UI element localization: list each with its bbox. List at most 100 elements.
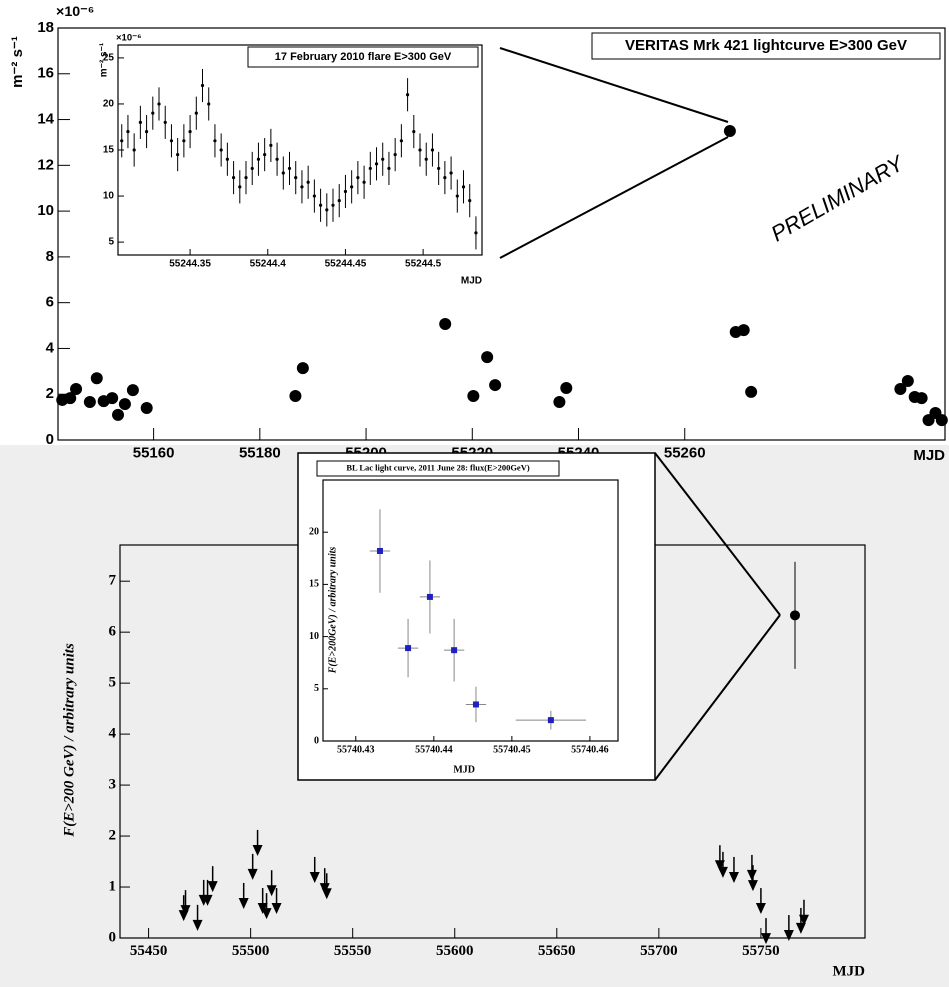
data-point <box>207 102 211 106</box>
x-tick-label: 55750 <box>742 943 780 959</box>
data-point <box>443 176 447 180</box>
y-multiplier: ×10⁻⁶ <box>116 33 142 44</box>
data-point <box>553 396 566 409</box>
data-point <box>126 129 130 134</box>
chart-title: VERITAS Mrk 421 lightcurve E>300 GeV <box>625 37 907 54</box>
upper-limit-head <box>798 914 809 926</box>
x-tick-label: 55500 <box>232 943 270 959</box>
data-point <box>935 414 948 427</box>
data-point <box>256 157 261 161</box>
y-tick-label: 6 <box>109 624 117 640</box>
data-point <box>318 203 323 207</box>
data-point <box>120 139 124 143</box>
data-point <box>219 148 223 152</box>
x-axis-label: MJD <box>833 963 866 979</box>
y-tick-label: 4 <box>46 339 55 356</box>
y-tick-label: 20 <box>309 526 319 537</box>
data-point <box>64 392 77 405</box>
y-tick-label: 8 <box>46 248 54 265</box>
x-tick-label: 55160 <box>133 444 175 461</box>
y-tick-label: 0 <box>314 735 319 746</box>
y-axis-label: F(E>200GeV) / arbitrary units <box>327 547 338 675</box>
x-tick-label: 55700 <box>640 943 678 959</box>
title-box <box>247 46 479 68</box>
data-point <box>157 102 161 106</box>
upper-limit-head <box>747 880 758 892</box>
data-point <box>144 129 149 134</box>
y-axis-label: m⁻² s⁻¹ <box>9 36 26 88</box>
data-point <box>106 392 119 405</box>
data-point <box>275 157 279 161</box>
x-tick-label: 55740.45 <box>493 744 531 755</box>
data-point <box>430 148 435 152</box>
y-tick-label: 5 <box>108 237 114 248</box>
data-point <box>374 162 379 166</box>
y-tick-label: 0 <box>46 431 54 448</box>
x-axis-label: MJD <box>461 276 482 287</box>
data-point <box>289 390 302 403</box>
upper-limit-head <box>247 868 258 880</box>
connector <box>654 452 781 616</box>
upper-limit-head <box>192 919 203 931</box>
data-point <box>112 408 125 421</box>
data-point <box>151 111 155 115</box>
x-axis-label: MJD <box>913 447 945 464</box>
upper-limit-head <box>261 908 272 920</box>
data-point <box>312 194 316 198</box>
upper-limit-head <box>746 869 757 881</box>
data-point <box>90 372 103 385</box>
x-tick-label: 55244.35 <box>169 259 211 270</box>
upper-limit-head <box>717 866 728 878</box>
data-point <box>362 180 366 184</box>
data-point <box>737 324 750 337</box>
charts: 0246810121416185516055180552005522055240… <box>9 4 948 979</box>
x-tick-label: 55244.5 <box>405 259 442 270</box>
y-tick-label: 2 <box>46 385 54 402</box>
x-tick-label: 55180 <box>239 444 281 461</box>
upper-limit-head <box>271 903 282 915</box>
y-tick-label: 5 <box>109 675 117 691</box>
data-point <box>915 392 928 405</box>
y-tick-label: 15 <box>309 579 319 590</box>
y-axis-label: m⁻² s⁻¹ <box>99 42 110 77</box>
x-tick-label: 55550 <box>334 943 372 959</box>
chart: 0 5 10 15 20 55740.43 55740.44 55740.45 55740.46… <box>297 452 656 781</box>
y-tick-label: 25 <box>103 53 115 64</box>
connector <box>654 614 781 781</box>
upper-limit-head <box>252 844 263 856</box>
data-point <box>547 717 554 724</box>
data-point <box>439 317 452 330</box>
y-tick-label: 1 <box>109 878 117 894</box>
chart-title: 17 February 2010 flare E>300 GeV <box>275 51 452 63</box>
y-tick-label: 2 <box>109 827 117 843</box>
data-point <box>250 166 254 171</box>
data-point <box>901 374 914 387</box>
data-point <box>244 176 248 180</box>
y-tick-label: 7 <box>109 573 117 589</box>
data-point <box>356 176 360 180</box>
data-point <box>418 148 422 152</box>
data-point <box>331 203 335 207</box>
y-tick-label: 4 <box>109 726 117 742</box>
plot-frame <box>322 479 619 742</box>
x-tick-label: 55740.43 <box>337 744 375 755</box>
data-point <box>169 139 174 143</box>
title-box <box>591 32 941 60</box>
data-point <box>455 194 459 198</box>
upper-limit-head <box>728 871 739 883</box>
data-point <box>405 645 412 652</box>
upper-limit-head <box>309 871 320 883</box>
data-point <box>393 153 397 157</box>
data-point <box>399 139 403 143</box>
data-point <box>437 166 441 171</box>
data-point <box>182 139 186 143</box>
data-point <box>381 157 385 161</box>
data-point <box>461 185 466 189</box>
upper-limit-head <box>795 922 806 934</box>
y-tick-label: 16 <box>37 65 54 82</box>
data-point <box>325 208 329 212</box>
x-tick-label: 55740.46 <box>571 744 609 755</box>
data-point <box>188 129 192 134</box>
data-point <box>287 166 292 171</box>
